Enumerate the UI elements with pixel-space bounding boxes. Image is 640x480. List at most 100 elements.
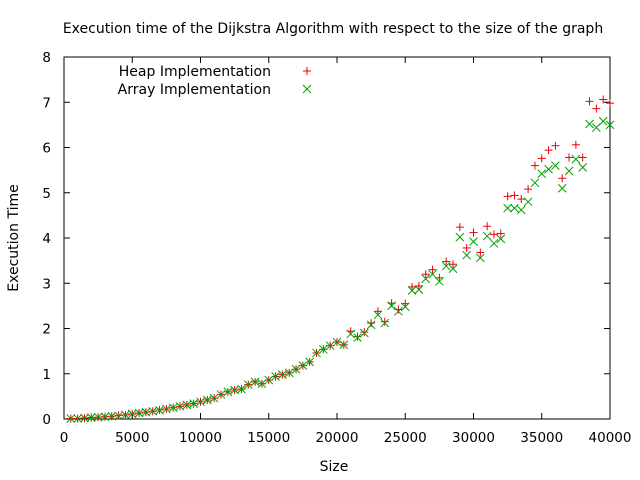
heap-point [380,317,389,326]
array-point [278,370,287,380]
array-point [469,237,478,246]
array-point [462,250,472,260]
legend-marker-heap-glyph [303,67,311,75]
heap-point [489,230,498,239]
heap-point [373,307,382,316]
y-tick-label: 3 [42,276,51,292]
array-point [455,232,465,242]
array-point [359,328,369,338]
legend-marker-array [302,84,312,94]
heap-point [476,248,485,257]
array-point [428,269,437,279]
array-point [537,169,547,179]
array-point [564,166,574,176]
array-point [168,403,178,413]
array-point [578,163,588,172]
heap-point [606,99,614,108]
array-point [250,377,260,387]
heap-point [537,154,546,163]
array-point [86,413,96,422]
array-point [202,395,212,405]
y-tick-label: 2 [42,322,51,338]
data-points [66,95,615,423]
array-point [257,379,267,389]
y-tick-label: 7 [42,95,51,111]
array-point [380,318,390,328]
array-point [182,400,192,410]
array-point [421,274,431,284]
heap-point [421,270,430,279]
heap-point [592,104,601,113]
array-point [305,357,315,367]
array-point [387,301,396,311]
x-tick-label: 15000 [247,430,290,446]
array-point [400,302,410,312]
heap-point [571,140,580,149]
heap-point [496,229,505,238]
legend-marker-array-glyph [302,84,312,94]
legend-label-heap: Heap Implementation [119,64,271,80]
array-point [189,399,199,408]
heap-point [442,257,451,266]
x-tick-label: 25000 [384,430,427,446]
heap-point [517,195,526,204]
heap-point [449,260,458,269]
array-point [209,393,219,403]
x-tick-label: 10000 [179,430,222,446]
array-point [441,261,451,271]
array-point [196,397,205,407]
heap-point [408,282,417,291]
heap-point [462,243,471,252]
array-point [448,264,458,274]
array-point [353,333,362,342]
array-point [175,401,185,411]
y-axis-label: Execution Time [6,184,22,291]
y-tick-label: 1 [42,367,51,383]
heap-point [455,223,464,232]
array-point [298,361,308,370]
array-point [571,154,581,164]
array-point [510,203,519,213]
array-point [107,411,117,421]
array-point [530,178,540,188]
array-point [100,412,110,422]
y-tick-label: 8 [42,50,51,66]
heap-point [585,97,594,106]
legend: Heap Implementation Array Implementation [118,64,312,98]
heap-point [544,146,553,155]
array-point [318,344,328,354]
array-point [373,310,383,320]
heap-point [530,161,539,170]
heap-point [503,192,512,201]
heap-point [483,222,492,231]
array-point [557,183,567,193]
heap-point [360,328,369,337]
heap-point [558,174,567,183]
array-point [482,231,492,241]
array-point [489,239,499,248]
array-point [339,340,349,350]
array-point [544,164,553,174]
x-tick-label: 35000 [520,430,563,446]
heap-point [510,191,519,200]
y-tick-label: 4 [42,231,51,247]
array-point [243,380,253,389]
array-point [93,412,103,422]
array-point [516,205,526,215]
legend-marker-heap [303,67,311,75]
array-point [598,116,608,126]
array-point [366,320,376,330]
heap-point [524,185,533,194]
array-point [414,285,424,294]
heap-point [428,265,437,274]
heap-point [367,319,376,328]
array-point [271,372,280,381]
array-point [291,364,301,374]
array-point [216,390,226,399]
array-point [284,368,294,378]
x-axis-label: Size [320,459,349,475]
heap-point [578,153,587,162]
array-point [66,414,76,423]
array-point [73,414,83,423]
